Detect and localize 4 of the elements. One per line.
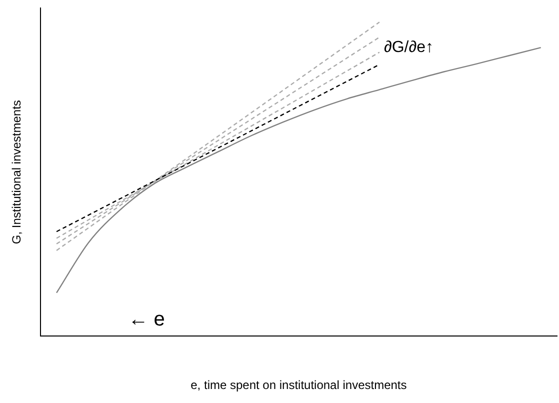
annotation: ← e <box>128 308 165 330</box>
y-axis-title: G, Institutional investments <box>10 100 24 244</box>
x-axis-title: e, time spent on institutional investments <box>190 378 407 392</box>
annotation: ∂G/∂e↑ <box>384 38 434 56</box>
